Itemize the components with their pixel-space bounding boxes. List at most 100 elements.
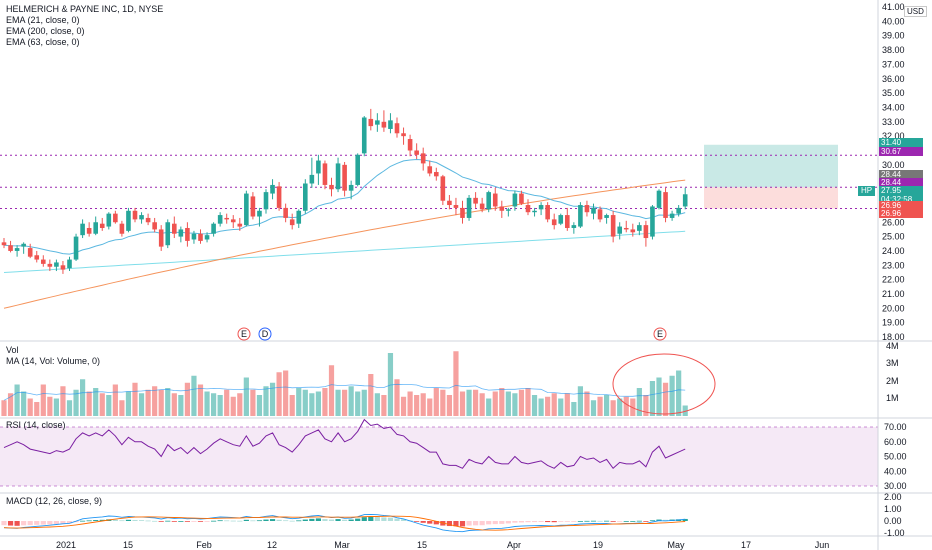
candle-body (21, 243, 26, 247)
candle-body (538, 205, 544, 210)
time-axis-label: 17 (741, 540, 751, 550)
volume-label[interactable]: Vol (6, 345, 19, 355)
volume-bar (387, 353, 394, 416)
volume-bar (132, 382, 138, 416)
macd-histogram-bar (433, 521, 439, 525)
volume-bar (263, 386, 269, 416)
volume-bar (571, 402, 577, 416)
ema200-label[interactable]: EMA (200, close, 0) (6, 26, 85, 36)
candle (185, 222, 190, 247)
macd-histogram-bar (342, 519, 348, 521)
volume-bar (676, 370, 682, 416)
ema21-label[interactable]: EMA (21, close, 0) (6, 15, 80, 25)
candle (139, 212, 144, 224)
candle (106, 212, 112, 230)
macd-histogram-bar (132, 520, 138, 521)
volume-bar (204, 391, 210, 416)
macd-histogram-bar (158, 521, 164, 522)
candle (8, 240, 13, 253)
candle-body (47, 263, 53, 267)
candle-body (460, 207, 465, 218)
level-price-tag: 30.67 (879, 147, 923, 156)
volume-axis-tick: 4M (886, 341, 899, 351)
candle-body (106, 213, 112, 227)
macd-histogram-bar (171, 521, 177, 522)
event-marker-label: E (241, 329, 247, 339)
currency-label[interactable]: USD (904, 6, 927, 17)
candle (178, 226, 184, 243)
candle (466, 194, 472, 221)
volume-bar (224, 389, 230, 416)
candle-body (113, 213, 118, 223)
volume-bar (1, 400, 7, 416)
candle (276, 182, 282, 211)
candle-body (656, 190, 662, 208)
macd-axis-tick: -1.00 (884, 528, 905, 538)
macd-histogram-bar (197, 521, 204, 522)
candle (80, 219, 85, 239)
candle-body (289, 219, 295, 226)
macd-histogram-bar (518, 521, 525, 523)
candle (532, 207, 537, 217)
candle (230, 215, 236, 228)
macd-axis-tick: 0.00 (884, 516, 902, 526)
candle-body (676, 207, 681, 214)
macd-axis-tick: 1.00 (884, 504, 902, 514)
volume-bar (21, 391, 27, 416)
candle-body (532, 210, 537, 213)
chart-legend: HELMERICH & PAYNE INC, 1D, NYSE EMA (21,… (6, 4, 163, 48)
macd-histogram-bar (263, 519, 269, 521)
volume-bar (191, 375, 197, 416)
macd-histogram-bar (446, 521, 452, 527)
candle (591, 203, 596, 220)
macd-histogram-bar (597, 520, 603, 522)
candle-body (637, 225, 642, 231)
candle (158, 225, 164, 251)
candle-body (158, 229, 164, 247)
ema63-label[interactable]: EMA (63, close, 0) (6, 37, 80, 47)
candle (584, 200, 590, 217)
volume-bar (328, 365, 335, 416)
candle (67, 256, 72, 272)
macd-label[interactable]: MACD (12, 26, close, 9) (6, 496, 103, 506)
candle-body (283, 207, 288, 218)
candle-body (172, 223, 177, 234)
candle-body (73, 236, 79, 260)
candle-body (86, 227, 92, 234)
macd-histogram-bar (80, 520, 86, 522)
price-axis-tick: 23.00 (882, 260, 905, 270)
volume-axis-tick: 2M (886, 376, 899, 386)
volume-bar (178, 395, 184, 416)
price-axis-tick: 39.00 (882, 31, 905, 41)
rsi-label[interactable]: RSI (14, close) (6, 420, 66, 430)
candle-body (440, 176, 446, 201)
candle-body (316, 160, 321, 174)
volume-bar (505, 391, 511, 416)
macd-histogram-bar (473, 521, 479, 526)
macd-histogram-bar (551, 521, 557, 523)
rsi-axis-tick: 60.00 (884, 437, 907, 447)
volume-ma-label[interactable]: MA (14, Vol: Volume, 0) (6, 356, 101, 366)
macd-histogram-bar (400, 519, 407, 521)
candle (414, 143, 419, 160)
ema63-line (3, 179, 686, 309)
rsi-axis-tick: 30.00 (884, 481, 907, 491)
volume-bar (584, 391, 590, 416)
volume-bar (217, 395, 223, 416)
candle (132, 207, 138, 223)
candle (244, 190, 249, 227)
macd-histogram-bar (682, 518, 688, 521)
price-axis-tick: 36.00 (882, 74, 905, 84)
volume-bar (682, 405, 688, 416)
macd-histogram-bar (584, 520, 590, 522)
volume-bar (40, 384, 46, 416)
candle-body (67, 259, 72, 269)
price-axis-tick: 22.00 (882, 275, 905, 285)
symbol-title[interactable]: HELMERICH & PAYNE INC, 1D, NYSE (6, 4, 164, 14)
candle (656, 189, 662, 210)
volume-bar (165, 388, 171, 416)
macd-histogram-bar (211, 520, 217, 522)
candle (643, 220, 649, 247)
candle (289, 213, 295, 230)
